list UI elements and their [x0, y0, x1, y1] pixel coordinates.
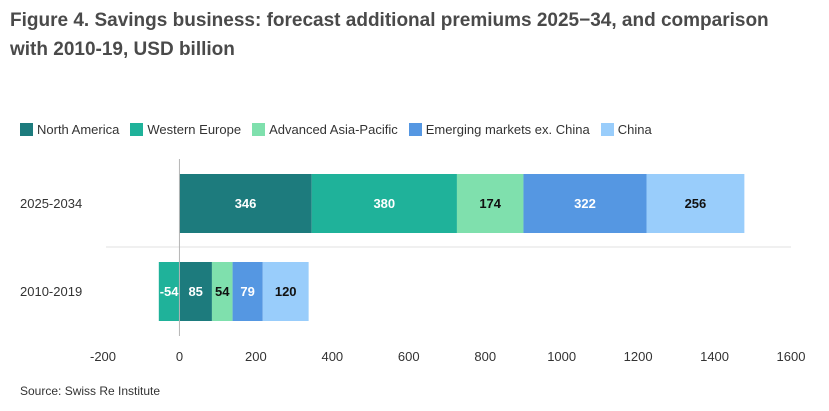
- x-tick-label: 1600: [777, 349, 806, 364]
- data-label: 380: [373, 196, 395, 211]
- legend-label: Advanced Asia-Pacific: [269, 121, 398, 137]
- x-tick-label: 200: [245, 349, 267, 364]
- x-tick-label: 0: [176, 349, 183, 364]
- x-tick-label: 1200: [624, 349, 653, 364]
- x-tick-label: 600: [398, 349, 420, 364]
- legend-swatch: [20, 122, 33, 136]
- x-tick-label: -200: [90, 349, 116, 364]
- source-note: Source: Swiss Re Institute: [20, 384, 161, 398]
- legend-label: North America: [37, 121, 120, 137]
- bar-segment: [262, 262, 309, 321]
- data-label: 174: [479, 196, 501, 211]
- legend: North America Western Europe Advanced As…: [20, 121, 663, 137]
- bar-segment: [232, 262, 263, 321]
- legend-swatch: [252, 122, 266, 136]
- x-tick-label: 1000: [547, 349, 576, 364]
- bar-segment: [179, 262, 212, 321]
- data-label: 54: [215, 284, 230, 299]
- legend-swatch: [600, 122, 614, 136]
- bar-segment: [311, 174, 457, 233]
- legend-label: China: [617, 121, 652, 137]
- x-tick-label: 400: [321, 349, 343, 364]
- data-label: 256: [685, 196, 707, 211]
- legend-item-western-europe: Western Europe: [130, 122, 241, 137]
- category-label: 2010-2019: [20, 284, 82, 299]
- x-tick-label: 800: [474, 349, 496, 364]
- bar-segment: [646, 174, 745, 233]
- data-label: 120: [275, 284, 297, 299]
- bar-segment: [211, 262, 233, 321]
- legend-label: Western Europe: [147, 121, 242, 137]
- data-label: 85: [188, 284, 202, 299]
- legend-swatch: [130, 122, 144, 136]
- legend-item-north-america: North America: [20, 122, 119, 137]
- bar-segment: [456, 174, 524, 233]
- legend-item-emerging-markets: Emerging markets ex. China: [408, 121, 590, 137]
- chart-title: Figure 4. Savings business: forecast add…: [10, 10, 769, 60]
- legend-item-china: China: [600, 121, 652, 137]
- legend-label: Emerging markets ex. China: [425, 121, 590, 137]
- bar-segment: [523, 174, 647, 233]
- bar-segment: [158, 262, 180, 321]
- data-label: -54: [160, 284, 180, 299]
- bar-segment: [179, 174, 312, 233]
- x-tick-label: 1400: [700, 349, 729, 364]
- legend-swatch: [408, 122, 422, 136]
- data-label: 322: [574, 196, 596, 211]
- category-label: 2025-2034: [20, 196, 82, 211]
- data-label: 79: [240, 284, 254, 299]
- data-label: 346: [235, 196, 257, 211]
- legend-item-advanced-asia-pacific: Advanced Asia-Pacific: [252, 122, 398, 137]
